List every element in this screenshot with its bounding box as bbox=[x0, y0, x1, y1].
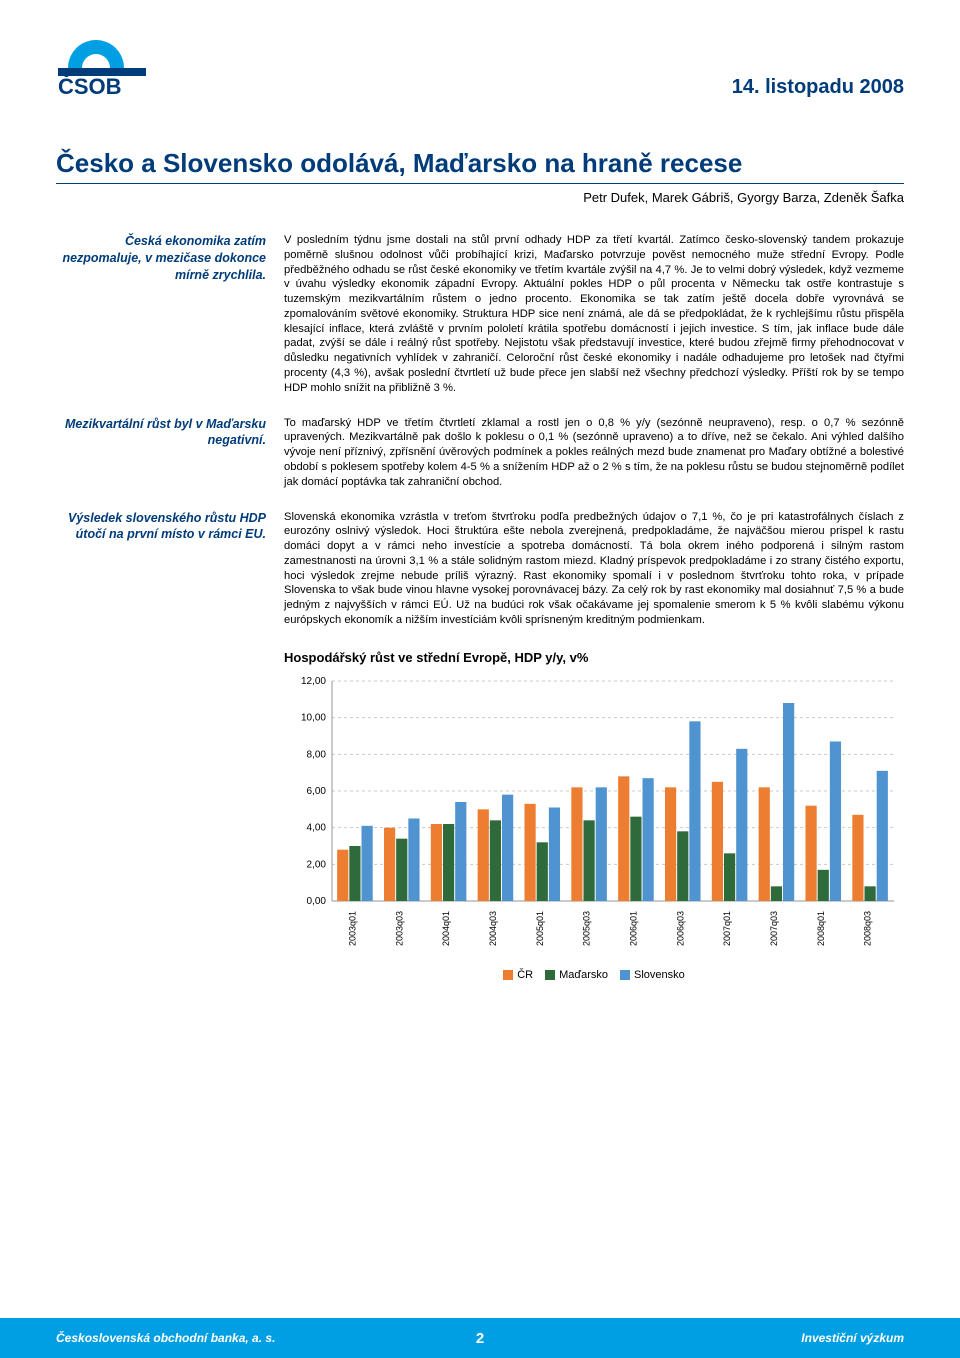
chart-section: Hospodářský růst ve střední Evropě, HDP … bbox=[56, 628, 904, 983]
svg-text:10,00: 10,00 bbox=[301, 712, 326, 723]
legend-label: Maďarsko bbox=[559, 969, 608, 981]
section-1: Česká ekonomika zatím nezpomaluje, v mez… bbox=[56, 233, 904, 396]
document-date: 14. listopadu 2008 bbox=[732, 76, 904, 99]
sidecap-2: Mezikvartální růst byl v Maďarsku negati… bbox=[56, 416, 266, 450]
svg-text:6,00: 6,00 bbox=[307, 786, 327, 797]
footer-right: Investiční výzkum bbox=[801, 1331, 904, 1345]
legend-item: Maďarsko bbox=[545, 969, 608, 981]
legend-label: ČR bbox=[517, 969, 533, 981]
title-rule bbox=[56, 183, 904, 184]
footer-bar: Československá obchodní banka, a. s. 2 I… bbox=[0, 1318, 960, 1358]
svg-text:2008q03: 2008q03 bbox=[863, 911, 873, 946]
svg-text:2004q01: 2004q01 bbox=[441, 911, 451, 946]
paragraph-1: V posledním týdnu jsme dostali na stůl p… bbox=[284, 233, 904, 396]
page: ČSOB 14. listopadu 2008 Česko a Slovensk… bbox=[0, 0, 960, 1358]
svg-text:12,00: 12,00 bbox=[301, 676, 326, 687]
svg-text:0,00: 0,00 bbox=[307, 896, 327, 907]
svg-text:2007q01: 2007q01 bbox=[722, 911, 732, 946]
csob-logo: ČSOB bbox=[56, 28, 166, 105]
legend-item: Slovensko bbox=[620, 969, 685, 981]
legend-swatch bbox=[503, 970, 513, 980]
chart-legend: ČR Maďarsko Slovensko bbox=[284, 969, 904, 983]
sidecap-3: Výsledek slovenského růstu HDP útočí na … bbox=[56, 510, 266, 544]
chart-svg: 0,00 2,00 4,00 6,00 8,00 10,00 12,00 2003q01 200… bbox=[284, 673, 904, 963]
legend-swatch bbox=[620, 970, 630, 980]
footer-page-number: 2 bbox=[476, 1330, 484, 1347]
footer-left: Československá obchodní banka, a. s. bbox=[56, 1331, 275, 1345]
logo-text: ČSOB bbox=[58, 74, 122, 99]
svg-text:2003q01: 2003q01 bbox=[347, 911, 357, 946]
svg-text:2006q01: 2006q01 bbox=[628, 911, 638, 946]
svg-text:2008q01: 2008q01 bbox=[816, 911, 826, 946]
legend-swatch bbox=[545, 970, 555, 980]
sidecap-1: Česká ekonomika zatím nezpomaluje, v mez… bbox=[56, 233, 266, 284]
section-2: Mezikvartální růst byl v Maďarsku negati… bbox=[56, 416, 904, 490]
chart-title: Hospodářský růst ve střední Evropě, HDP … bbox=[284, 650, 904, 665]
paragraph-3: Slovenská ekonomika vzrástla v treťom št… bbox=[284, 510, 904, 628]
svg-text:2,00: 2,00 bbox=[307, 859, 327, 870]
svg-text:2004q03: 2004q03 bbox=[488, 911, 498, 946]
paragraph-2: To maďarský HDP ve třetím čtvrtletí zkla… bbox=[284, 416, 904, 490]
svg-text:8,00: 8,00 bbox=[307, 749, 327, 760]
header: ČSOB 14. listopadu 2008 bbox=[56, 28, 904, 128]
section-3: Výsledek slovenského růstu HDP útočí na … bbox=[56, 510, 904, 628]
body: Česká ekonomika zatím nezpomaluje, v mez… bbox=[56, 233, 904, 983]
legend-item: ČR bbox=[503, 969, 533, 981]
gdp-chart: 0,00 2,00 4,00 6,00 8,00 10,00 12,00 2003q01 200… bbox=[284, 673, 904, 983]
page-title: Česko a Slovensko odolává, Maďarsko na h… bbox=[56, 148, 904, 179]
svg-text:4,00: 4,00 bbox=[307, 822, 327, 833]
svg-text:2005q01: 2005q01 bbox=[535, 911, 545, 946]
authors: Petr Dufek, Marek Gábriš, Gyorgy Barza, … bbox=[56, 190, 904, 205]
svg-text:2005q03: 2005q03 bbox=[582, 911, 592, 946]
legend-label: Slovensko bbox=[634, 969, 685, 981]
title-block: Česko a Slovensko odolává, Maďarsko na h… bbox=[56, 148, 904, 205]
svg-text:2007q03: 2007q03 bbox=[769, 911, 779, 946]
svg-text:2003q03: 2003q03 bbox=[394, 911, 404, 946]
svg-text:2006q03: 2006q03 bbox=[675, 911, 685, 946]
